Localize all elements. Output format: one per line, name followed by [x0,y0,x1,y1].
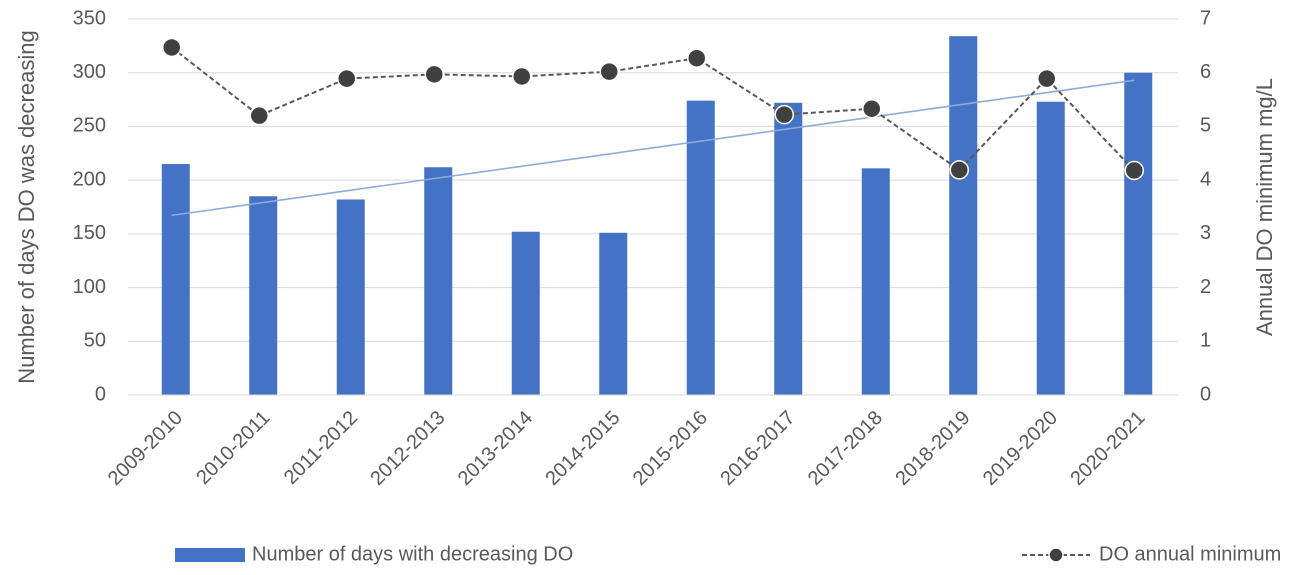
y2-tick-label: 5 [1200,115,1211,137]
marker [1124,160,1144,181]
marker [599,61,619,82]
marker [687,48,707,68]
y2-tick-label: 1 [1200,330,1211,352]
x-tick-label: 2016-2017 [716,407,799,490]
x-tick-label: 2018-2019 [891,407,974,490]
y2-tick-label: 2 [1200,276,1211,298]
bar [249,196,278,395]
bar [1036,101,1065,395]
y2-axis-title: Annual DO minimum mg/L [1252,78,1277,336]
y-tick-label: 150 [73,222,106,244]
y-tick-label: 0 [95,383,106,405]
legend-label: DO annual minimum [1099,543,1281,565]
x-tick-label: 2017-2018 [804,407,887,490]
y-tick-label: 300 [73,61,106,83]
x-tick-label: 2012-2013 [366,407,449,490]
marker [249,105,269,126]
y-tick-label: 250 [73,115,106,137]
x-tick-label: 2013-2014 [454,407,537,490]
y-tick-label: 100 [73,276,106,298]
legend-marker [1048,547,1064,563]
bar [1124,72,1153,395]
bar [424,167,453,395]
trendline [171,79,1135,217]
y-tick-label: 200 [73,168,106,190]
x-tick-label: 2014-2015 [541,407,624,490]
marker [949,160,969,180]
bar [511,231,540,395]
marker [1037,68,1057,89]
marker [162,37,182,58]
x-tick-label: 2020-2021 [1066,407,1149,490]
marker [862,98,882,119]
x-tick-label: 2009-2010 [104,407,187,490]
bar [161,164,190,395]
bar [861,168,890,395]
marker [774,104,794,125]
y-axis-title: Number of days DO was decreasing [14,30,39,383]
y-tick-label: 350 [73,7,106,29]
y-tick-label: 50 [84,330,106,352]
marker [337,68,357,89]
y2-tick-label: 3 [1200,222,1211,244]
bar [774,102,803,396]
bar [949,36,978,396]
x-tick-label: 2010-2011 [192,407,274,489]
legend-swatch [175,548,245,562]
y2-tick-label: 0 [1200,383,1211,405]
x-tick-label: 2015-2016 [629,407,712,490]
x-tick-label: 2011-2012 [280,407,362,489]
y2-tick-label: 7 [1200,7,1211,29]
marker [512,66,532,87]
line [171,46,1135,172]
bar [686,100,715,395]
marker [424,64,444,85]
x-tick-label: 2019-2020 [979,407,1062,490]
legend-label: Number of days with decreasing DO [252,543,573,565]
bar [336,199,365,395]
bar [599,232,628,395]
y2-tick-label: 6 [1200,61,1211,83]
y2-tick-label: 4 [1200,168,1211,190]
